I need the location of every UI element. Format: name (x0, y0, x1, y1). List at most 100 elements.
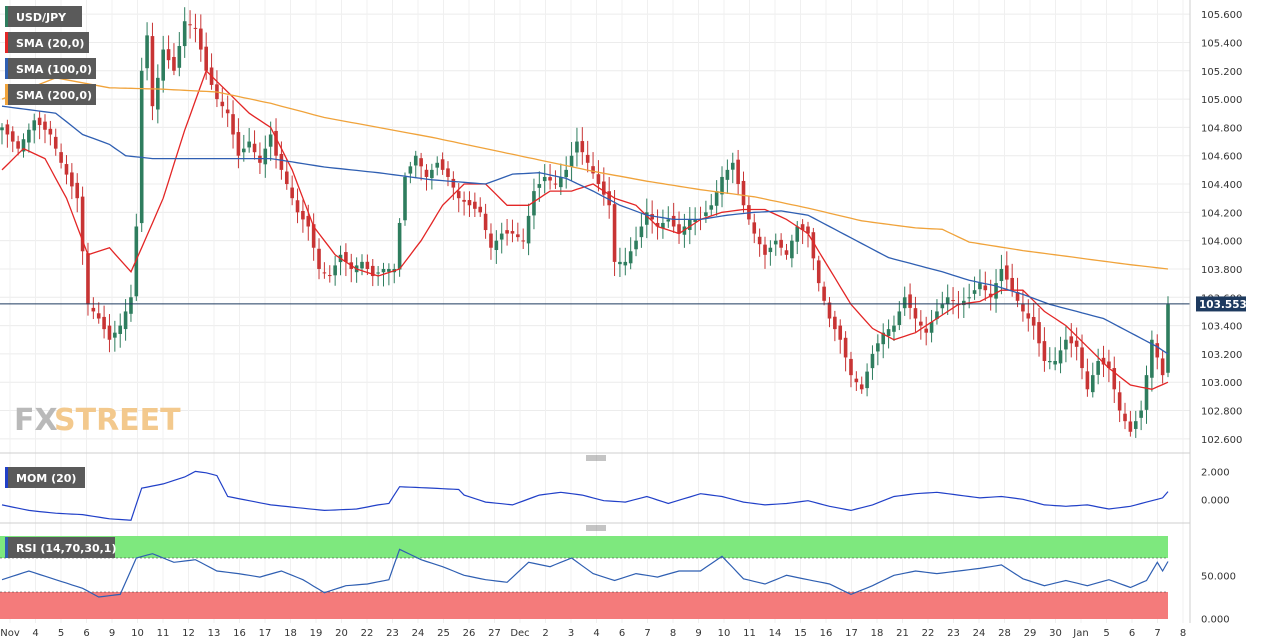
momentum-legend[interactable]: MOM (20) (5, 467, 85, 488)
candle-body (75, 182, 80, 199)
candle-body (1069, 336, 1074, 344)
resize-handle-rsi[interactable] (586, 525, 606, 531)
candle-body (64, 164, 69, 175)
candle-body (736, 159, 740, 185)
candle-body (924, 328, 929, 333)
date-tick-label: Nov (0, 628, 20, 639)
candle-body (37, 117, 42, 126)
candle-body (1047, 360, 1052, 363)
candle-body (854, 378, 859, 383)
resize-handle-momentum[interactable] (586, 455, 606, 461)
candle-body (451, 178, 456, 188)
candle-body (859, 384, 864, 390)
date-tick-label: 5 (58, 628, 64, 639)
candle-body (569, 155, 574, 167)
candle-body (419, 158, 423, 167)
candle-body (628, 251, 633, 264)
candle-body (284, 171, 289, 185)
grid (0, 0, 1190, 623)
legend-item[interactable]: SMA (200,0) (5, 84, 96, 105)
candle-body (827, 302, 832, 319)
candle-body (193, 27, 198, 29)
candle-body (172, 56, 176, 71)
price-tick-label: 104.000 (1201, 237, 1242, 248)
candle-body (892, 325, 896, 332)
candle-body (730, 162, 735, 170)
candle-body (752, 222, 757, 234)
momentum-tick-label: 2.000 (1201, 467, 1230, 478)
date-tick-label: 23 (947, 628, 960, 639)
last-price-badge: 103.553 (1196, 296, 1247, 312)
price-tick-label: 105.600 (1201, 10, 1242, 21)
price-tick-label: 102.800 (1201, 407, 1242, 418)
candle-body (236, 132, 241, 156)
rsi-legend[interactable]: RSI (14,70,30,1) (5, 537, 116, 558)
date-tick-label: 9 (109, 628, 115, 639)
candle-body (107, 325, 112, 340)
candle-body (59, 152, 63, 163)
candle-body (639, 226, 644, 238)
candle-body (612, 204, 617, 262)
candle-body (1128, 421, 1133, 432)
candlesticks (0, 7, 1170, 438)
legend-item[interactable]: USD/JPY (5, 6, 82, 27)
candle-body (446, 168, 450, 177)
date-tick-label: Dec (510, 628, 529, 639)
date-tick-label: 18 (284, 628, 297, 639)
candle-body (838, 325, 843, 340)
candle-body (1139, 410, 1143, 418)
candle-body (161, 49, 165, 81)
candle-body (951, 300, 955, 302)
legend-label: SMA (200,0) (16, 89, 92, 102)
legend-label: SMA (100,0) (16, 63, 92, 76)
candle-body (666, 219, 671, 222)
sma-line (1, 105, 1169, 355)
date-tick-label: 26 (463, 628, 476, 639)
sma-line (1, 77, 1169, 270)
candle-body (553, 183, 558, 185)
candle-body (220, 101, 225, 107)
candle-body (53, 136, 58, 149)
candle-body (1117, 392, 1122, 411)
candle-body (333, 265, 337, 276)
candle-body (150, 36, 155, 107)
candle-body (962, 300, 966, 306)
rsi-axis: 50.000 0.000 (1201, 571, 1236, 625)
legend-label: SMA (20,0) (16, 37, 84, 50)
date-tick-label: 29 (1024, 628, 1037, 639)
candle-body (1107, 361, 1111, 369)
legend-item[interactable]: SMA (20,0) (5, 32, 89, 53)
candle-body (870, 353, 875, 369)
candle-body (650, 214, 654, 220)
candle-body (876, 343, 880, 352)
candle-body (516, 234, 520, 238)
date-tick-label: 15 (794, 628, 807, 639)
legend-item[interactable]: SMA (100,0) (5, 58, 96, 79)
date-tick-label: 9 (695, 628, 701, 639)
price-tick-label: 104.200 (1201, 208, 1242, 219)
candle-body (102, 316, 106, 330)
candle-body (478, 206, 483, 213)
price-tick-label: 103.200 (1201, 350, 1242, 361)
candle-body (741, 180, 746, 206)
candle-body (139, 70, 144, 224)
date-tick-label: 27 (488, 628, 501, 639)
date-tick-label: 4 (32, 628, 38, 639)
candle-body (274, 130, 278, 156)
date-tick-label: 28 (998, 628, 1011, 639)
price-tick-label: 105.400 (1201, 38, 1242, 49)
candle-body (483, 213, 488, 231)
candle-body (564, 169, 568, 178)
candle-body (408, 166, 413, 174)
candle-body (623, 261, 628, 266)
date-tick-label: 6 (1129, 628, 1135, 639)
candle-body (591, 166, 595, 174)
candle-body (166, 49, 171, 61)
date-tick-label: 25 (437, 628, 450, 639)
candle-body (768, 247, 773, 253)
rsi-oversold-band (0, 592, 1168, 619)
candle-body (489, 233, 493, 248)
date-tick-label: 24 (412, 628, 425, 639)
candle-body (21, 139, 26, 152)
candle-body (231, 114, 235, 135)
